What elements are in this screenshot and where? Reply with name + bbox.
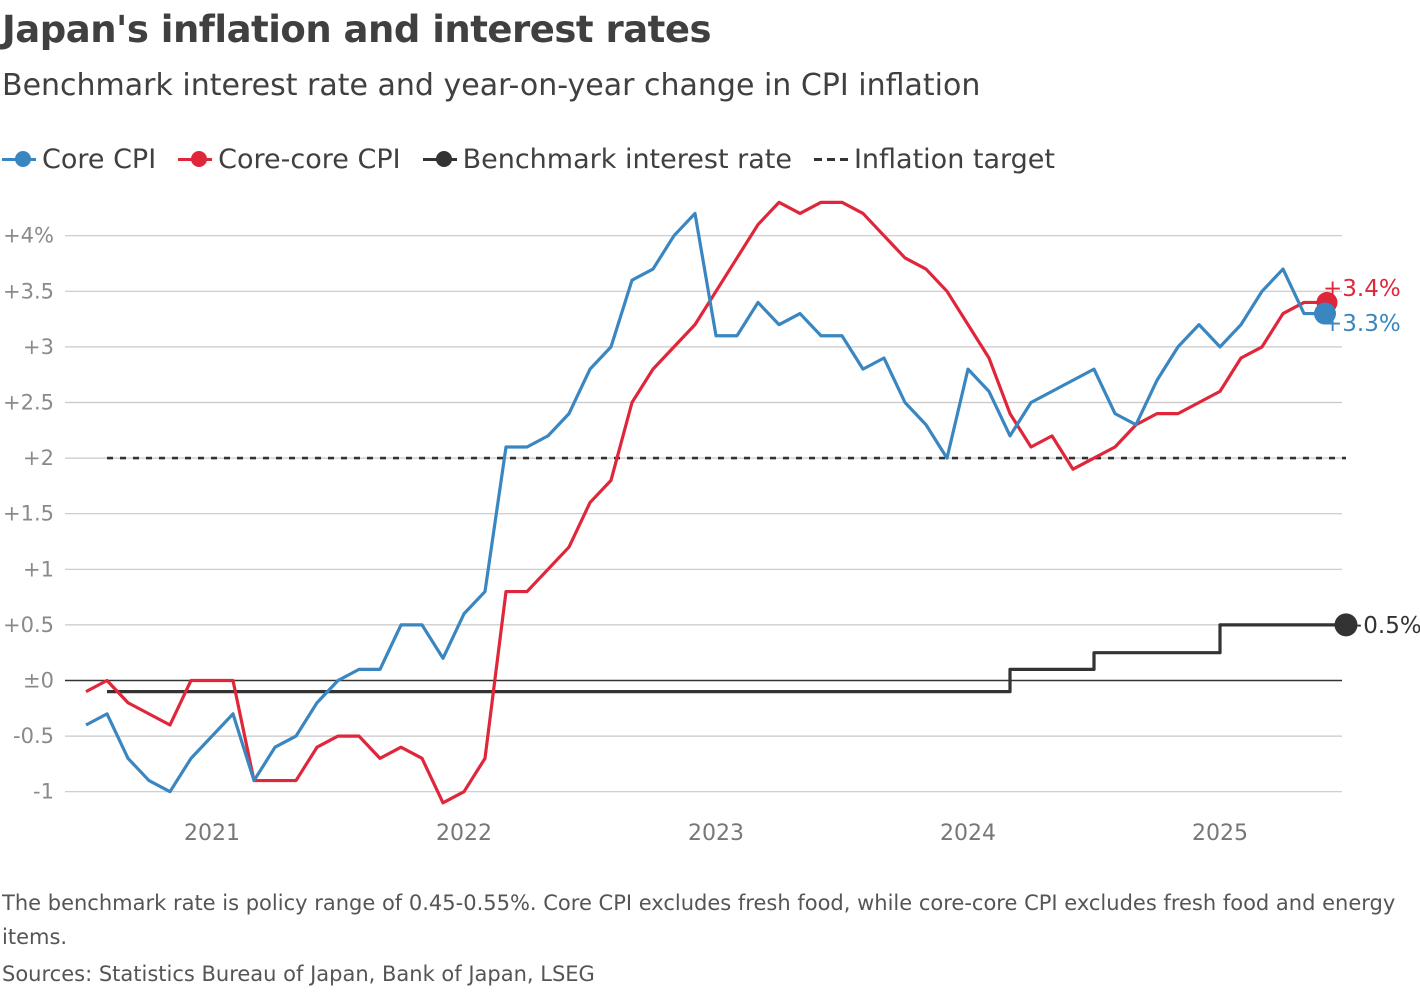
footnote: The benchmark rate is policy range of 0.… — [2, 891, 1396, 949]
source-note: Sources: Statistics Bureau of Japan, Ban… — [2, 962, 595, 986]
end-marker-benchmark-rate — [1334, 613, 1358, 637]
x-tick-label: 2023 — [688, 821, 744, 846]
legend-swatch-benchmark-rate — [422, 149, 457, 169]
legend-item-core-core-cpi: Core-core CPI — [178, 143, 401, 175]
legend-label-benchmark-rate: Benchmark interest rate — [462, 143, 792, 175]
end-markers: +3.4% +3.3% +0.5% — [1314, 276, 1420, 639]
y-tick-label: +2.5 — [3, 391, 54, 415]
x-tick-label: 2021 — [184, 821, 240, 846]
chart-title: Japan's inflation and interest rates — [2, 8, 711, 51]
end-label-benchmark-rate: +0.5% — [1344, 613, 1420, 639]
x-tick-label: 2024 — [940, 821, 996, 846]
x-axis-ticks: 2021 2022 2023 2024 2025 — [184, 821, 1248, 846]
end-label-core-cpi: +3.3% — [1323, 311, 1401, 337]
y-tick-label: +4% — [3, 224, 54, 248]
y-tick-label: -1 — [33, 780, 54, 804]
legend-label-core-cpi: Core CPI — [42, 143, 157, 175]
series-lines — [85, 200, 1346, 805]
y-tick-label: +2 — [23, 446, 54, 470]
y-axis-ticks: +4% +3.5 +3 +2.5 +2 +1.5 +1 +0.5 ±0 -0.5 -1 — [3, 224, 54, 804]
series-line-benchmark-interest-rate — [107, 623, 1346, 694]
legend-item-core-cpi: Core CPI — [2, 144, 156, 175]
grid-lines — [65, 235, 1342, 793]
legend-item-benchmark-rate: Benchmark interest rate — [422, 143, 792, 175]
y-tick-label: +3.5 — [3, 279, 54, 303]
chart-subtitle: Benchmark interest rate and year-on-year… — [2, 68, 981, 103]
x-tick-label: 2022 — [436, 821, 492, 846]
x-tick-label: 2025 — [1192, 821, 1248, 846]
legend-swatch-core-core-cpi — [178, 149, 213, 169]
y-tick-label: +0.5 — [3, 613, 54, 637]
line-chart: +4%+3.5+3+2.5+2+1.5+1+0.5±0-0.5-1 2021 20… — [3, 200, 1420, 846]
legend-swatch-inflation-target — [813, 149, 848, 169]
y-tick-label: -0.5 — [13, 724, 54, 748]
legend-label-inflation-target: Inflation target — [853, 143, 1055, 175]
end-marker-core-cpi — [1314, 302, 1336, 325]
series-line-core-core-cpi — [85, 200, 1325, 805]
legend-item-inflation-target: Inflation target — [813, 143, 1055, 175]
y-tick-label: ±0 — [23, 669, 54, 693]
legend-label-core-core-cpi: Core-core CPI — [218, 143, 401, 175]
y-tick-label: +1 — [23, 557, 54, 581]
y-tick-label: +1.5 — [3, 502, 54, 526]
legend-swatch-core-cpi — [2, 149, 36, 169]
y-tick-label: +3 — [23, 335, 54, 359]
legend: Core CPI Core-core CPI Benchmark interes… — [2, 139, 1077, 179]
end-label-core-core-cpi: +3.4% — [1323, 276, 1401, 302]
series-line-core-cpi — [85, 211, 1325, 794]
